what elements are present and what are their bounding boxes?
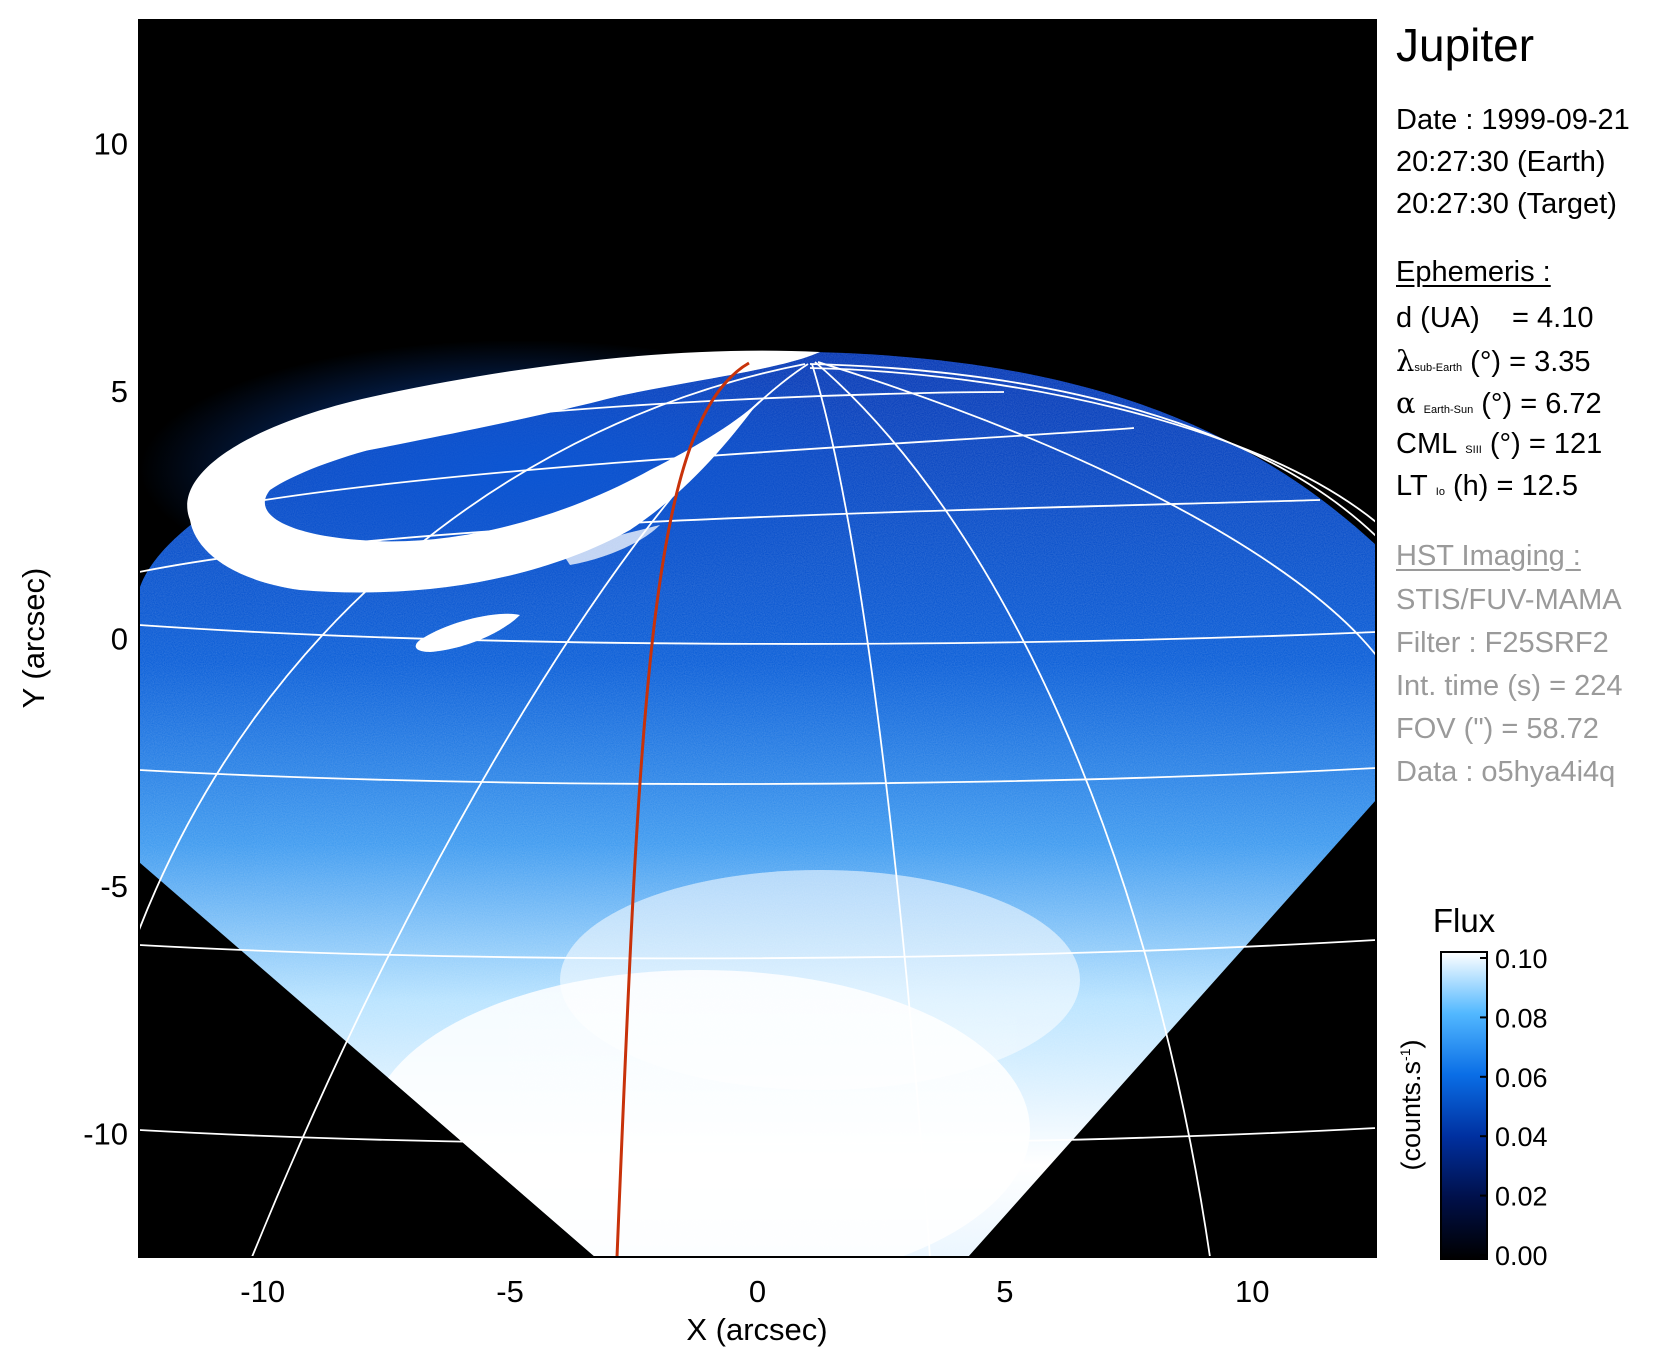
y-tick-label: 0 bbox=[111, 622, 128, 657]
local-time-line: LT Io (h) = 12.5 bbox=[1396, 470, 1578, 503]
lt-value: (h) = 12.5 bbox=[1453, 470, 1578, 502]
y-tick-label: 5 bbox=[111, 374, 128, 409]
y-tick-label: -5 bbox=[100, 869, 128, 904]
latitude-line bbox=[374, 391, 1005, 431]
alpha-symbol: α bbox=[1396, 386, 1416, 420]
y-axis-ticks: -10 -5 0 5 10 bbox=[83, 127, 128, 1152]
fov-line: FOV (") = 58.72 bbox=[1396, 713, 1599, 745]
longitude-line bbox=[817, 361, 1376, 656]
latitude-line bbox=[139, 939, 1376, 960]
cml-line: CML SIII (°) = 121 bbox=[1396, 428, 1602, 461]
data-id-line: Data : o5hya4i4q bbox=[1396, 756, 1616, 788]
ephemeris-header: Ephemeris : bbox=[1396, 256, 1551, 288]
date-line: Date : 1999-09-21 bbox=[1396, 104, 1630, 136]
colorbar-tick-label: 0.02 bbox=[1495, 1182, 1548, 1212]
filter-line: Filter : F25SRF2 bbox=[1396, 627, 1609, 659]
x-tick-label: 10 bbox=[1235, 1274, 1269, 1309]
colorbar-tick-label: 0.04 bbox=[1495, 1122, 1548, 1152]
y-axis-label: Y (arcsec) bbox=[16, 568, 51, 709]
alpha-subscript: Earth-Sun bbox=[1423, 404, 1474, 416]
lambda-symbol: λ bbox=[1396, 344, 1415, 378]
x-axis-label: X (arcsec) bbox=[686, 1312, 827, 1347]
latitude-line bbox=[251, 427, 1135, 503]
x-tick-label: -10 bbox=[240, 1274, 285, 1309]
lambda-subscript: sub-Earth bbox=[1414, 362, 1463, 374]
longitude-line bbox=[251, 363, 809, 1257]
longitude-line bbox=[139, 363, 806, 931]
colorbar bbox=[1440, 951, 1488, 1260]
red-trace-line bbox=[615, 361, 750, 1257]
phase-angle-line: α Earth-Sun (°) = 6.72 bbox=[1396, 386, 1602, 421]
cml-subscript: SIII bbox=[1465, 444, 1482, 456]
latitude-line bbox=[139, 624, 1376, 645]
distance-value: = 4.10 bbox=[1512, 302, 1594, 334]
target-time-line: 20:27:30 (Target) bbox=[1396, 188, 1617, 220]
cml-value: (°) = 121 bbox=[1489, 428, 1603, 460]
x-tick-label: 0 bbox=[749, 1274, 766, 1309]
planet-title: Jupiter bbox=[1396, 19, 1535, 71]
hst-imaging-header: HST Imaging : bbox=[1396, 540, 1581, 572]
cml-label: CML bbox=[1396, 428, 1458, 460]
colorbar-tick-label: 0.00 bbox=[1495, 1241, 1548, 1271]
sub-earth-latitude-line: λsub-Earth (°) = 3.35 bbox=[1396, 344, 1591, 379]
colorbar-tick-label: 0.08 bbox=[1495, 1003, 1548, 1033]
colorbar-unit-label: (counts.s-1) bbox=[1396, 1040, 1426, 1171]
latitude-line bbox=[139, 1127, 1376, 1145]
x-tick-label: -5 bbox=[496, 1274, 524, 1309]
lt-subscript: Io bbox=[1435, 486, 1445, 498]
x-axis-ticks: -10 -5 0 5 10 bbox=[240, 1274, 1269, 1309]
latitude-line bbox=[139, 767, 1376, 785]
instrument-line: STIS/FUV-MAMA bbox=[1396, 584, 1622, 616]
colorbar-tick-label: 0.06 bbox=[1495, 1063, 1548, 1093]
latitude-line bbox=[809, 367, 1376, 523]
longitude-line bbox=[811, 363, 931, 1257]
x-tick-label: 5 bbox=[996, 1274, 1013, 1309]
distance-label: d (UA) bbox=[1396, 302, 1480, 334]
lt-label: LT bbox=[1396, 470, 1428, 502]
integration-time-line: Int. time (s) = 224 bbox=[1396, 670, 1623, 702]
phase-angle-value: (°) = 6.72 bbox=[1481, 388, 1602, 420]
colorbar-ticks: 0.00 0.02 0.04 0.06 0.08 0.10 bbox=[1480, 944, 1548, 1271]
sub-earth-latitude-value: (°) = 3.35 bbox=[1470, 346, 1591, 378]
plot-frame bbox=[138, 19, 1377, 1258]
distance-line: d (UA) = 4.10 bbox=[1396, 302, 1593, 335]
earth-time-line: 20:27:30 (Earth) bbox=[1396, 146, 1606, 178]
y-tick-label: 10 bbox=[94, 127, 128, 162]
latitude-line bbox=[809, 363, 1376, 537]
longitude-line bbox=[814, 361, 1211, 1257]
colorbar-title: Flux bbox=[1433, 902, 1496, 939]
colorbar-tick-label: 0.10 bbox=[1495, 944, 1548, 974]
y-tick-label: -10 bbox=[83, 1116, 128, 1151]
